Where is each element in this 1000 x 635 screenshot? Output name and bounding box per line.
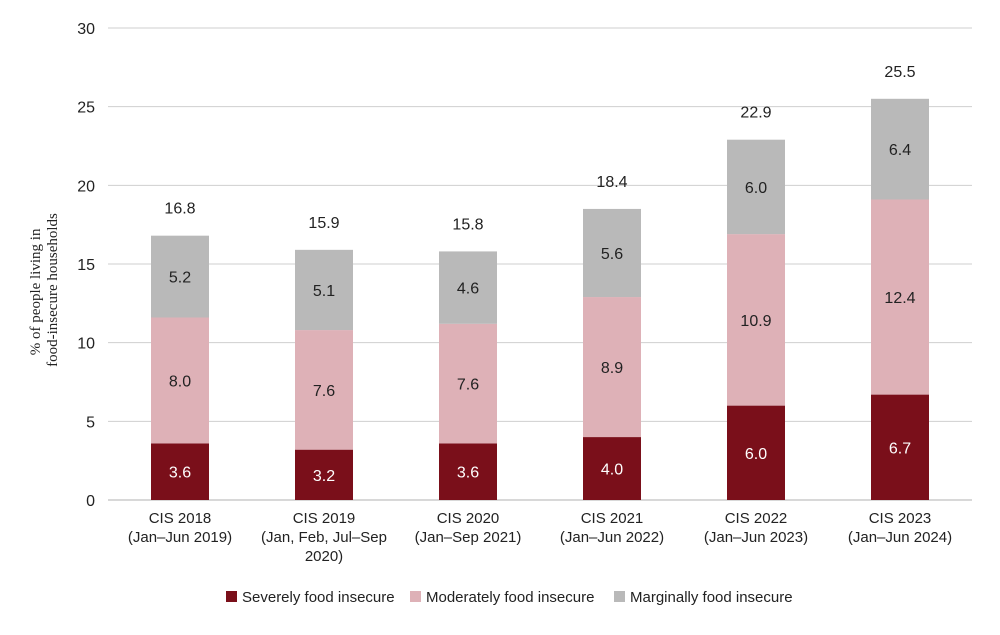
bar-segment [295, 449, 353, 500]
x-axis-categories: CIS 2018 (Jan–Jun 2019) CIS 2019 (Jan, Feb,… [128, 510, 952, 565]
x-category-label: (Jan–Sep 2021) [415, 529, 522, 546]
segment-value-label: 6.4 [889, 142, 911, 159]
x-category-label: (Jan–Jun 2024) [848, 529, 952, 546]
bar-segment [871, 199, 929, 395]
legend-label-severe: Severely food insecure [242, 589, 395, 606]
segment-value-label: 4.0 [601, 462, 623, 479]
segment-value-label: 7.6 [457, 377, 479, 394]
x-category-label: CIS 2021 [581, 510, 644, 527]
segment-value-label: 8.9 [601, 360, 623, 377]
segment-value-label: 8.0 [169, 373, 191, 390]
bar-total-label: 15.8 [452, 216, 483, 233]
bar-segment [583, 297, 641, 438]
bar-segment [727, 234, 785, 406]
segment-value-label: 5.6 [601, 246, 623, 263]
y-axis-label-line-2: food-insecure households [45, 213, 61, 367]
legend: Severely food insecure Moderately food i… [226, 589, 793, 606]
bar-segment [727, 139, 785, 235]
bar-total-label: 15.9 [308, 215, 339, 232]
segment-value-label: 6.0 [745, 180, 767, 197]
bar-segment [151, 317, 209, 444]
y-axis-label: % of people living in food-insecure hous… [28, 213, 61, 367]
bar-total-label: 25.5 [884, 64, 915, 81]
bars: 3.6 8.0 5.2 16.8 3.2 7.6 5.1 15.9 3.6 7.6 4.6 15.8 4… [151, 64, 929, 500]
legend-swatch-moderate [410, 591, 421, 602]
bar-segment [871, 394, 929, 500]
legend-label-marginal: Marginally food insecure [630, 589, 793, 606]
x-category-label: CIS 2022 [725, 510, 788, 527]
y-tick-label: 30 [77, 21, 95, 38]
y-axis-label-line-1: % of people living in [28, 228, 44, 355]
bar-segment [583, 437, 641, 500]
grid-lines [108, 27, 972, 501]
x-category-label: (Jan–Jun 2022) [560, 529, 664, 546]
segment-value-label: 5.1 [313, 283, 335, 300]
bar-segment [151, 235, 209, 318]
segment-value-label: 4.6 [457, 281, 479, 298]
bar-total-label: 18.4 [596, 174, 627, 191]
segment-value-label: 3.6 [169, 465, 191, 482]
bar-segment [151, 443, 209, 500]
segment-value-label: 3.2 [313, 468, 335, 485]
segment-value-label: 12.4 [884, 290, 915, 307]
x-category-label: 2020) [305, 548, 343, 565]
segment-value-label: 6.7 [889, 440, 911, 457]
bar-segment [439, 323, 497, 444]
bar-segment [871, 98, 929, 200]
x-category-label: (Jan–Jun 2023) [704, 529, 808, 546]
x-category-label: CIS 2023 [869, 510, 932, 527]
x-category-label: CIS 2020 [437, 510, 500, 527]
y-tick-label: 5 [86, 414, 95, 431]
y-tick-label: 0 [86, 493, 95, 510]
segment-value-label: 5.2 [169, 270, 191, 287]
y-tick-label: 10 [77, 336, 95, 353]
bar-total-label: 22.9 [740, 105, 771, 122]
legend-swatch-marginal [614, 591, 625, 602]
y-tick-label: 20 [77, 178, 95, 195]
bar-segment [295, 249, 353, 331]
bar-segment [727, 405, 785, 500]
x-category-label: (Jan, Feb, Jul–Sep [261, 529, 387, 546]
segment-value-label: 6.0 [745, 446, 767, 463]
legend-label-moderate: Moderately food insecure [426, 589, 594, 606]
legend-swatch-severe [226, 591, 237, 602]
y-tick-label: 25 [77, 100, 95, 117]
x-category-label: CIS 2018 [149, 510, 212, 527]
bar-segment [439, 251, 497, 324]
x-category-label: CIS 2019 [293, 510, 356, 527]
y-tick-label: 15 [77, 257, 95, 274]
bar-segment [439, 443, 497, 500]
bar-segment [583, 208, 641, 298]
bar-segment [295, 330, 353, 450]
segment-value-label: 3.6 [457, 465, 479, 482]
bar-total-label: 16.8 [164, 201, 195, 218]
y-axis-ticks: 0 5 10 15 20 25 30 [77, 21, 95, 510]
x-category-label: (Jan–Jun 2019) [128, 529, 232, 546]
segment-value-label: 10.9 [740, 313, 771, 330]
segment-value-label: 7.6 [313, 383, 335, 400]
